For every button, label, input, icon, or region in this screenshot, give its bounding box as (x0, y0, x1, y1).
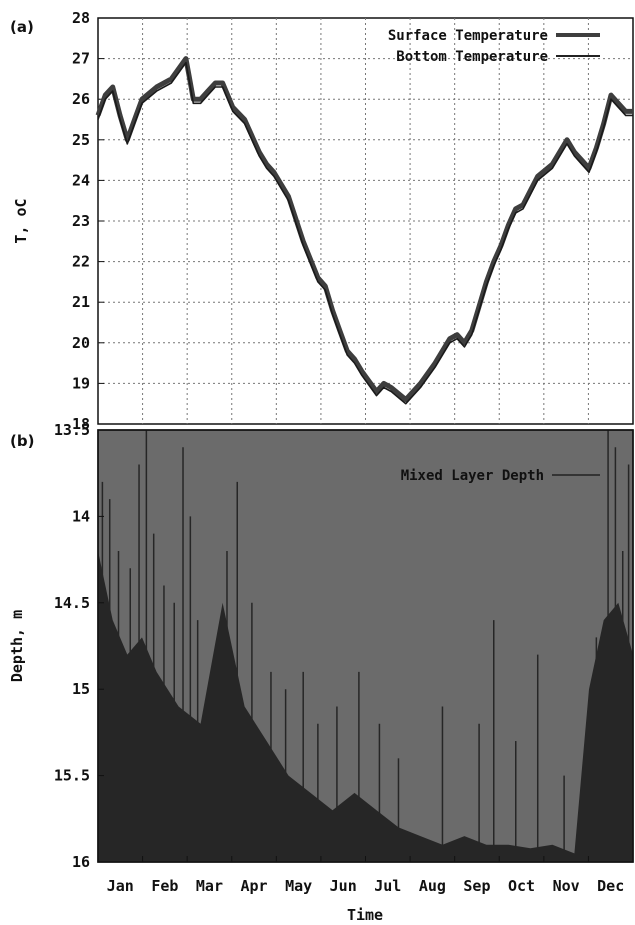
panel-a-legend: Surface Temperature Bottom Temperature (388, 28, 600, 65)
x-tick-label: Jul (374, 877, 401, 895)
x-tick-label: Oct (508, 877, 535, 895)
panel-b-legend: Mixed Layer Depth (401, 468, 600, 484)
panel-a: (a) 18 19 20 21 22 23 24 25 26 27 28 T, oC Surface… (10, 9, 634, 433)
legend-mixed-layer-depth: Mixed Layer Depth (401, 468, 544, 484)
panel-b-y-axis-label: Depth, m (8, 610, 26, 682)
x-tick-label: Jan (107, 877, 134, 895)
y-tick-label: 28 (72, 9, 90, 27)
y-tick-label: 24 (72, 171, 90, 189)
series-line-bottom-temperature (97, 61, 633, 405)
panel-b-label: (b) (10, 432, 34, 450)
x-tick-label: Mar (196, 877, 223, 895)
legend-surface-temperature: Surface Temperature (388, 28, 548, 44)
y-tick-label: 13.5 (54, 421, 90, 439)
y-tick-label: 21 (72, 293, 90, 311)
y-tick-label: 23 (72, 212, 90, 230)
x-tick-label: Sep (463, 877, 490, 895)
y-tick-label: 14.5 (54, 594, 90, 612)
y-tick-label: 14 (72, 507, 90, 525)
panel-b: (b) 13.5 14 14.5 15 15.5 16 Jan Feb Mar Apr May Ju… (8, 421, 634, 924)
panel-a-label: (a) (10, 18, 34, 36)
y-tick-label: 15 (72, 680, 90, 698)
panel-b-x-ticks: Jan Feb Mar Apr May Jun Jul Aug Sep Oct Nov Dec (107, 856, 624, 895)
y-tick-label: 18 (72, 415, 90, 433)
mixed-layer-depth-envelope (98, 551, 633, 862)
x-tick-label: May (285, 877, 312, 895)
y-tick-label: 26 (72, 90, 90, 108)
x-axis-label: Time (347, 906, 383, 924)
x-tick-label: Aug (419, 877, 446, 895)
y-tick-label: 19 (72, 374, 90, 392)
y-tick-label: 27 (72, 50, 90, 68)
x-tick-label: Feb (151, 877, 178, 895)
panel-b-y-ticks: 13.5 14 14.5 15 15.5 16 (54, 421, 104, 871)
panel-a-y-axis-label: T, oC (12, 198, 30, 243)
x-tick-label: Nov (553, 877, 580, 895)
panel-b-bars (98, 430, 633, 862)
panel-a-y-ticks: 18 19 20 21 22 23 24 25 26 27 28 (72, 9, 104, 433)
panel-a-series (95, 56, 633, 405)
x-tick-label: Apr (240, 877, 267, 895)
x-tick-label: Jun (330, 877, 357, 895)
legend-bottom-temperature: Bottom Temperature (396, 49, 548, 65)
y-tick-label: 20 (72, 334, 90, 352)
y-tick-label: 16 (72, 853, 90, 871)
y-tick-label: 15.5 (54, 767, 90, 785)
x-tick-label: Dec (597, 877, 624, 895)
y-tick-label: 22 (72, 253, 90, 271)
panel-a-grid (98, 18, 633, 424)
y-tick-label: 25 (72, 131, 90, 149)
